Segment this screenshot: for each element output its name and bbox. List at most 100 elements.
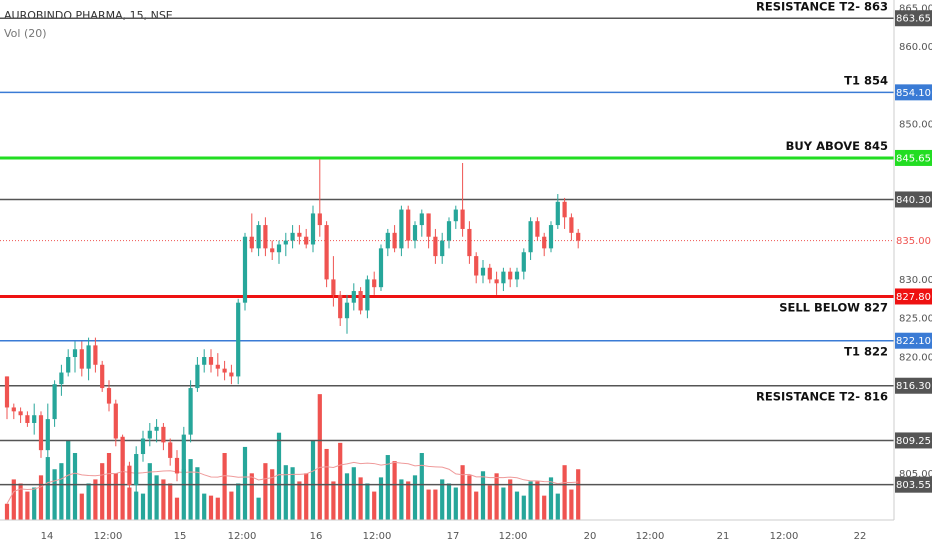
candle[interactable] [188, 380, 193, 443]
candle-body [514, 271, 520, 280]
candle[interactable] [569, 213, 574, 241]
candle[interactable] [263, 217, 268, 257]
candle[interactable] [562, 197, 567, 229]
candle[interactable] [433, 228, 438, 264]
candle[interactable] [270, 240, 275, 260]
candle[interactable] [120, 434, 125, 474]
candle[interactable] [392, 225, 397, 253]
candle[interactable] [555, 194, 560, 229]
candle[interactable] [276, 240, 282, 264]
candle[interactable] [195, 357, 200, 392]
volume-bar [79, 493, 84, 520]
candle[interactable] [358, 287, 363, 315]
candle[interactable] [317, 159, 322, 237]
candle[interactable] [4, 376, 10, 420]
candle[interactable] [208, 349, 214, 373]
candle[interactable] [181, 426, 186, 482]
candle[interactable] [100, 360, 105, 392]
candle-body [446, 221, 452, 241]
candle[interactable] [480, 260, 486, 284]
candle[interactable] [113, 399, 118, 447]
candle[interactable] [419, 209, 424, 237]
candle[interactable] [501, 267, 506, 292]
candle[interactable] [412, 221, 418, 249]
candle[interactable] [236, 298, 241, 385]
candle[interactable] [351, 283, 356, 311]
candle[interactable] [453, 205, 458, 229]
candle[interactable] [508, 267, 513, 288]
volume-bar [392, 461, 397, 520]
candle[interactable] [154, 419, 159, 443]
candle[interactable] [106, 380, 112, 412]
candle[interactable] [310, 205, 316, 253]
candle[interactable] [467, 221, 472, 264]
candle[interactable] [161, 422, 166, 451]
candle[interactable] [440, 232, 445, 264]
candle[interactable] [38, 411, 44, 458]
candle[interactable] [514, 267, 520, 288]
candle[interactable] [127, 461, 132, 501]
candle[interactable] [528, 217, 533, 260]
candle[interactable] [215, 353, 220, 377]
candle-body [494, 279, 499, 284]
candle[interactable] [242, 232, 248, 311]
candle[interactable] [229, 364, 234, 385]
candle[interactable] [93, 337, 98, 373]
candle[interactable] [576, 228, 581, 249]
candle-body [222, 368, 227, 373]
candle[interactable] [32, 403, 37, 435]
candle[interactable] [11, 403, 16, 420]
candle[interactable] [426, 213, 431, 249]
candle[interactable] [86, 337, 91, 381]
volume-bar [127, 487, 132, 520]
candle[interactable] [52, 380, 57, 427]
candle[interactable] [399, 205, 404, 257]
volume-bar [72, 453, 78, 520]
candle[interactable] [140, 430, 146, 462]
candle[interactable] [25, 411, 30, 427]
candle[interactable] [249, 213, 254, 253]
candle[interactable] [45, 403, 50, 462]
candle[interactable] [222, 360, 227, 381]
volume-bar [161, 479, 166, 520]
candle[interactable] [494, 271, 499, 295]
candle[interactable] [331, 256, 336, 307]
candle[interactable] [297, 225, 302, 245]
candle[interactable] [535, 217, 540, 241]
candle[interactable] [344, 294, 350, 334]
candle[interactable] [304, 228, 309, 249]
candle[interactable] [134, 446, 139, 493]
candle[interactable] [338, 291, 343, 326]
candle[interactable] [59, 364, 64, 396]
candle-body [25, 415, 30, 423]
candle[interactable] [542, 232, 547, 257]
candle[interactable] [474, 252, 479, 284]
candle[interactable] [202, 349, 207, 373]
candle[interactable] [174, 450, 180, 482]
candle[interactable] [324, 221, 329, 288]
candle[interactable] [66, 349, 71, 377]
candle[interactable] [168, 438, 173, 466]
candle[interactable] [460, 162, 465, 237]
candle[interactable] [72, 341, 78, 373]
candle[interactable] [378, 244, 384, 292]
candle[interactable] [79, 341, 84, 377]
candle[interactable] [372, 271, 377, 295]
candle-body [100, 364, 105, 389]
candle[interactable] [147, 422, 152, 447]
candle[interactable] [548, 221, 554, 253]
time-tick-label: 12:00 [363, 531, 392, 542]
candle[interactable] [290, 225, 295, 249]
candle[interactable] [385, 228, 390, 257]
candle[interactable] [446, 217, 452, 249]
candle[interactable] [521, 248, 526, 280]
candle[interactable] [406, 205, 411, 249]
candle[interactable] [256, 221, 261, 257]
candle[interactable] [487, 263, 492, 284]
candle[interactable] [283, 232, 288, 257]
candle[interactable] [365, 275, 370, 319]
volume-bar [215, 497, 220, 520]
candle-body [297, 232, 302, 237]
candle[interactable] [18, 407, 23, 423]
